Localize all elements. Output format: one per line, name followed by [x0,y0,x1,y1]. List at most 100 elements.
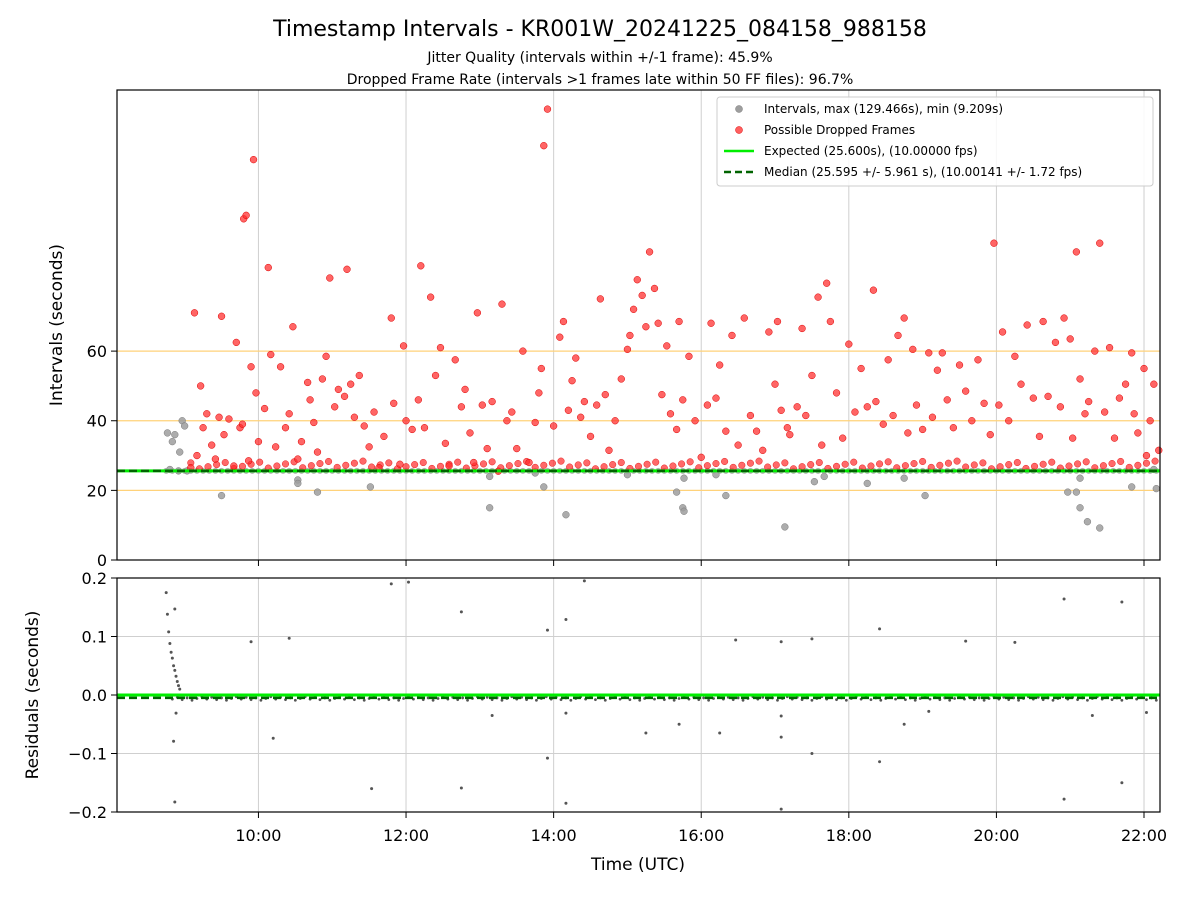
dropped-frame-point [658,391,665,398]
dropped-frame-point [360,458,367,465]
dropped-frame-point [489,398,496,405]
dropped-frame-point [479,402,486,409]
residual-point [432,699,435,702]
residual-point [491,714,494,717]
dropped-frame-point [667,410,674,417]
dropped-frame-point [581,398,588,405]
dropped-frame-point [1131,410,1138,417]
legend-median-label: Median (25.595 +/- 5.961 s), (10.00141 +… [764,165,1082,179]
dropped-frame-point [335,386,342,393]
dropped-frame-point [194,452,201,459]
dropped-frame-point [975,356,982,363]
dropped-frame-point [267,351,274,358]
dropped-frame-point [454,459,461,466]
dropped-frame-point [618,459,625,466]
dropped-frame-point [954,458,961,465]
dropped-frame-point [474,309,481,316]
dropped-frame-point [442,440,449,447]
dropped-frame-point [833,389,840,396]
residual-point [171,657,174,660]
dropped-frame-point [642,323,649,330]
dropped-frame-point [544,106,551,113]
legend-expected-label: Expected (25.600s), (10.00000 fps) [764,144,978,158]
intervals-point [681,475,688,482]
dropped-frame-point [652,459,659,466]
residual-point [1017,699,1020,702]
dropped-frame-point [200,424,207,431]
dropped-frame-point [956,362,963,369]
dropped-frame-point [713,460,720,467]
residual-point [810,637,813,640]
residual-point [173,669,176,672]
dropped-frame-point [885,459,892,466]
x-tick-label: 18:00 [826,826,872,845]
dropped-frame-point [569,377,576,384]
residual-point [678,697,681,700]
dropped-frame-point [713,395,720,402]
dropped-frame-point [909,346,916,353]
residual-point [594,698,597,701]
residual-point [903,723,906,726]
residual-point [437,697,440,700]
residual-point [186,697,189,700]
dropped-frame-point [704,402,711,409]
dropped-frame-point [403,463,410,470]
dropped-frame-point [400,342,407,349]
dropped-frame-point [319,376,326,383]
dropped-frame-point [764,464,771,471]
intervals-point [673,489,680,496]
dropped-frame-point [506,462,513,469]
chart-title: Timestamp Intervals - KR001W_20241225_08… [272,17,927,42]
dropped-frame-point [286,410,293,417]
dropped-frame-point [243,212,250,219]
dropped-frame-point [981,400,988,407]
dropped-frame-point [253,389,260,396]
dropped-frame-point [944,396,951,403]
dropped-frame-point [852,409,859,416]
intervals-point [171,431,178,438]
dropped-frame-point [1018,381,1025,388]
dropped-frame-point [1101,409,1108,416]
dropped-frame-point [1011,353,1018,360]
dropped-frame-point [782,460,789,467]
residual-point [879,699,882,702]
dropped-frame-point [756,458,763,465]
dropped-frame-point [212,456,219,463]
residual-point [1120,600,1123,603]
dropped-frame-point [1073,248,1080,255]
residual-point [953,697,956,700]
dropped-frame-point [962,388,969,395]
residual-point [564,712,567,715]
intervals-point [563,511,570,518]
dropped-frame-point [1082,410,1089,417]
dropped-frame-point [565,407,572,414]
dropped-frame-point [203,410,210,417]
residual-point [1145,711,1148,714]
residual-point [167,630,170,633]
dropped-frame-point [1150,381,1157,388]
intervals-point [169,438,176,445]
dropped-frame-point [747,460,754,467]
residual-point [175,675,178,678]
dropped-frame-point [1061,315,1068,322]
legend: Intervals, max (129.466s), min (9.209s) … [717,97,1153,186]
dropped-frame-point [248,363,255,370]
dropped-frame-point [1096,240,1103,247]
dropped-frame-point [205,463,212,470]
dropped-frame-point [901,315,908,322]
legend-intervals-marker [736,106,743,113]
residual-point [1063,798,1066,801]
residual-point [718,732,721,735]
residual-point [564,802,567,805]
dropped-frame-point [1135,462,1142,469]
dropped-frame-point [317,460,324,467]
residual-point [1086,699,1089,702]
dropped-frame-point [356,372,363,379]
dropped-frame-point [1152,458,1159,465]
dropped-frame-point [526,459,533,466]
dropped-frame-point [784,424,791,431]
dropped-frame-point [919,426,926,433]
residual-point [964,640,967,643]
dropped-frame-point [1111,435,1118,442]
dropped-frame-point [1116,395,1123,402]
